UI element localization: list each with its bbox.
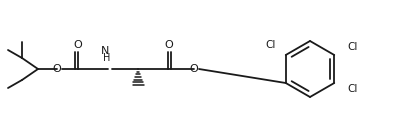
Text: O: O — [53, 64, 61, 74]
Text: O: O — [165, 40, 173, 50]
Text: O: O — [190, 64, 198, 74]
Text: H: H — [103, 53, 111, 63]
Text: N: N — [101, 46, 109, 56]
Text: Cl: Cl — [265, 40, 276, 50]
Text: Cl: Cl — [347, 84, 358, 94]
Text: O: O — [74, 40, 82, 50]
Text: Cl: Cl — [347, 42, 358, 52]
